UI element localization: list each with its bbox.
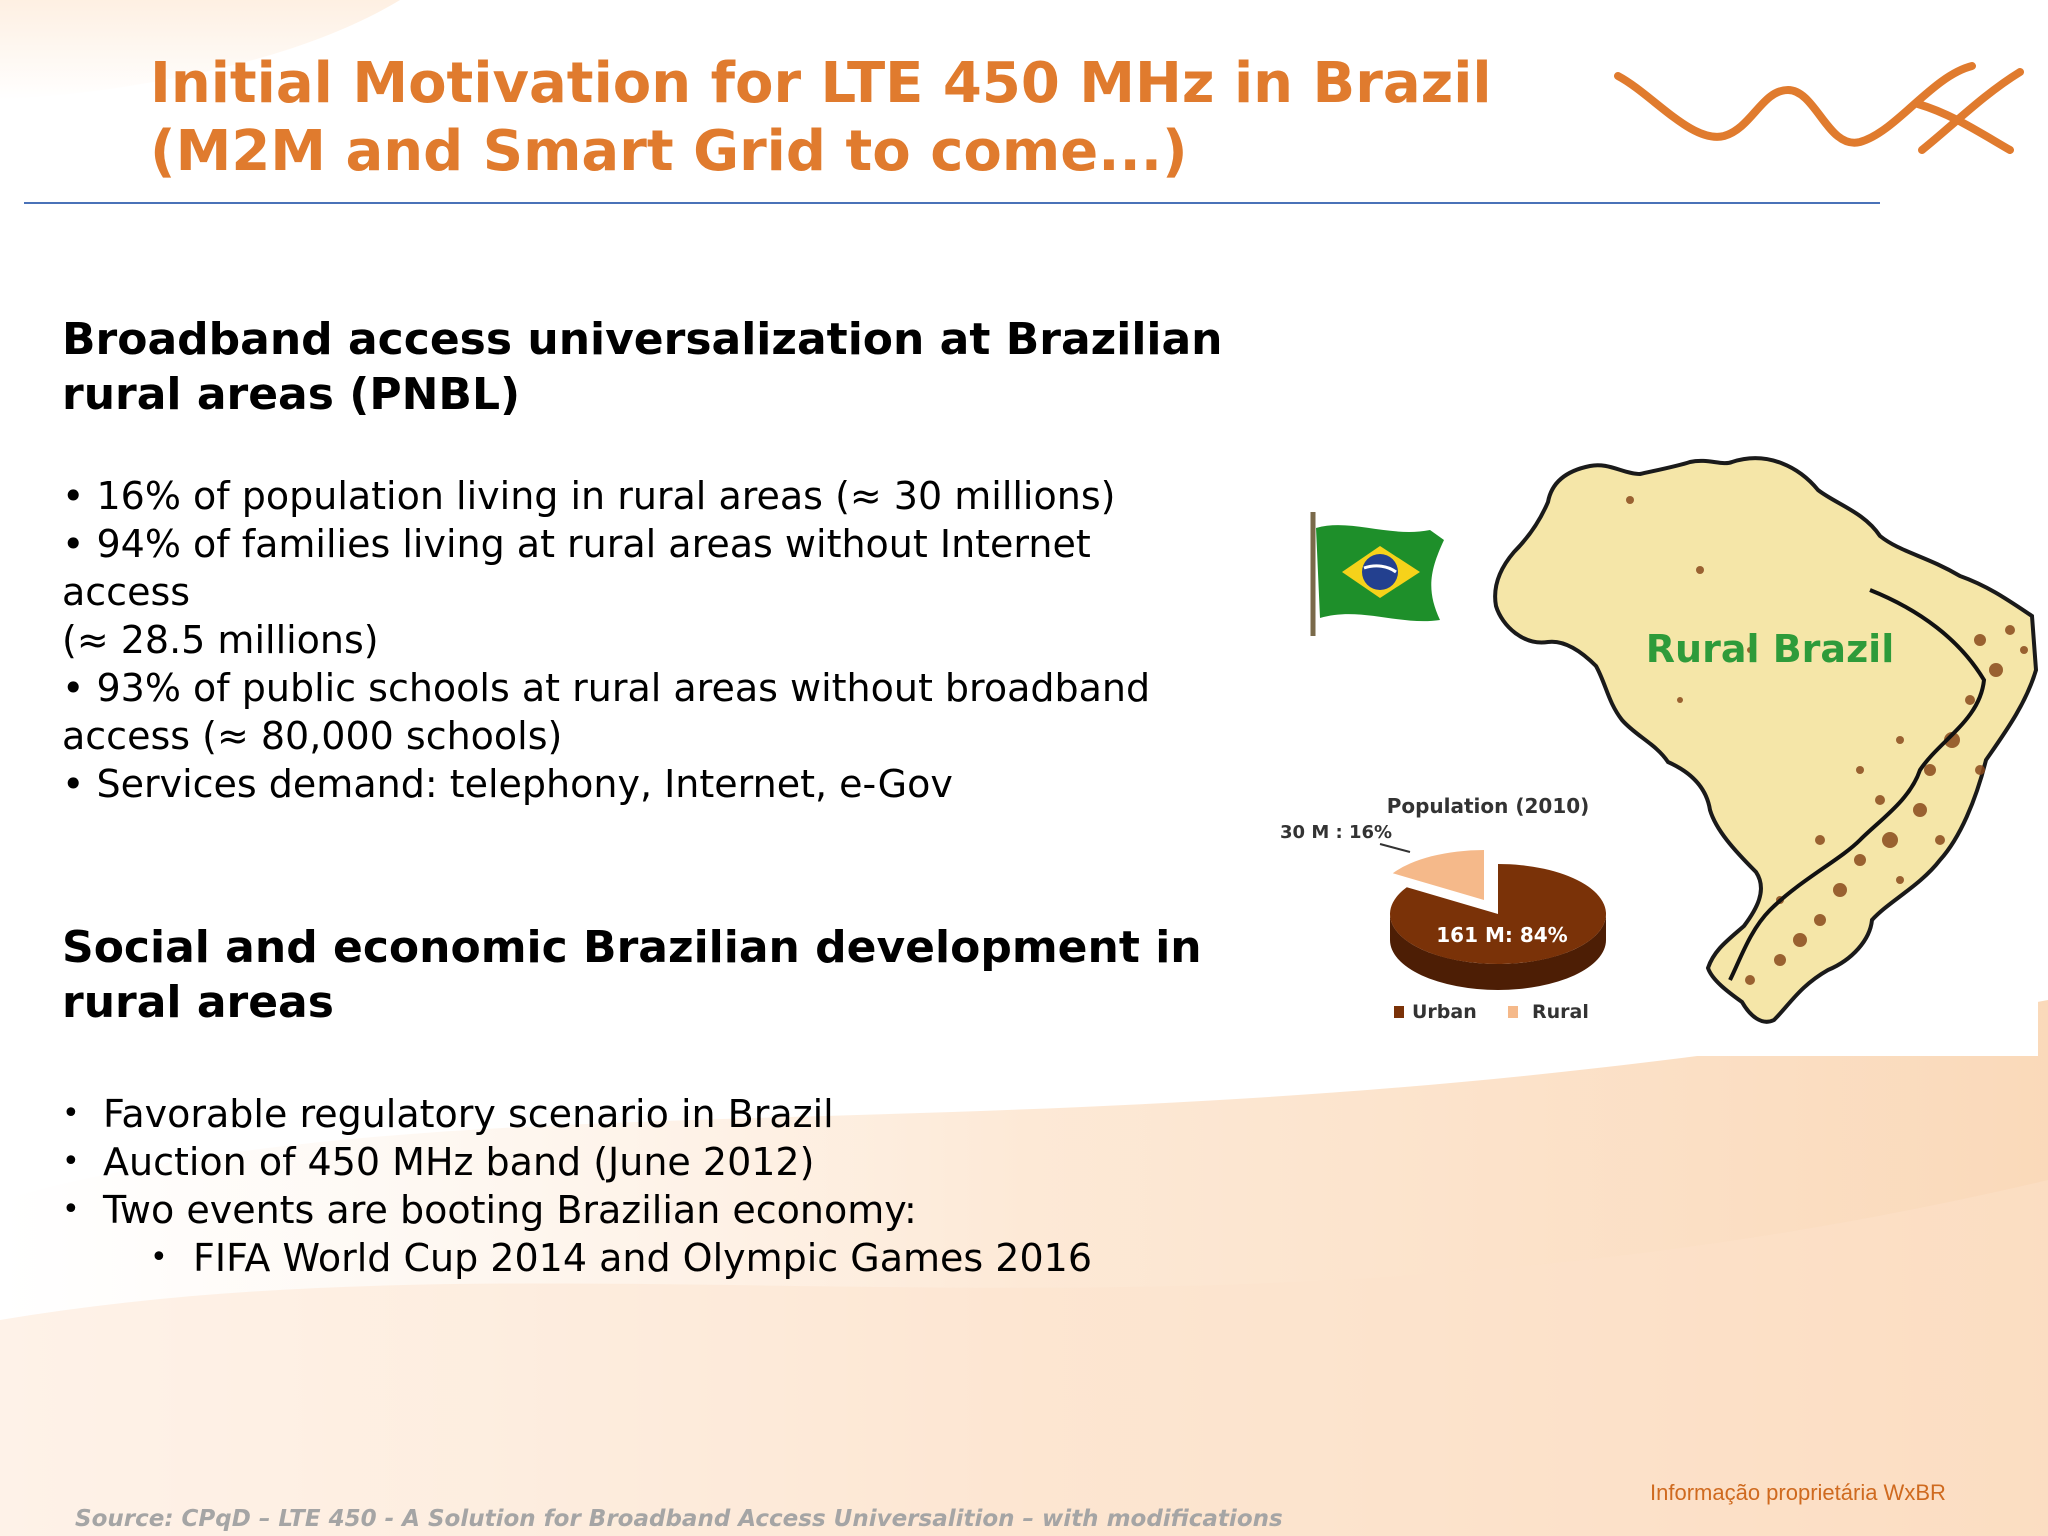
list-item: • Services demand: telephony, Internet, … <box>62 760 1262 808</box>
bullet-line: • Services demand: telephony, Internet, … <box>62 762 953 806</box>
rural-brazil-figure-canvas: Rural Brazil Population (2010) 30 M : 16… <box>1280 456 2038 1024</box>
list-item: • Two events are booting Brazilian econom… <box>62 1186 1262 1234</box>
section1-heading: Broadband access universalization at Bra… <box>62 312 1262 422</box>
section2-bullet-list: • Favorable regulatory scenario in Brazil… <box>62 1090 1262 1282</box>
brazil-map-icon <box>1493 456 2038 1024</box>
pie-rural-callout: 30 M : 16% <box>1280 822 1392 843</box>
footer-source: Source: CPqD – LTE 450 - A Solution for … <box>75 1506 1283 1532</box>
map-label-rural-brazil: Rural Brazil <box>1646 627 1894 671</box>
section-broadband-access: Broadband access universalization at Bra… <box>62 312 1262 808</box>
footer-proprietary: Informação proprietária WxBR <box>1650 1480 1946 1505</box>
legend-urban-label: Urban <box>1412 1001 1477 1023</box>
section-social-economic: Social and economic Brazilian developmen… <box>62 920 1262 1282</box>
pie-slice-urban <box>1390 864 1606 964</box>
bullet-marker: • <box>62 1096 80 1131</box>
sub-list-item: • FIFA World Cup 2014 and Olympic Games 2… <box>62 1234 1262 1282</box>
bullet-line: (≈ 28.5 millions) <box>62 618 379 662</box>
bullet-line: • 94% of families living at rural areas … <box>62 522 1091 566</box>
title-divider-rule <box>24 202 1880 204</box>
section2-heading-line-1: Social and economic Brazilian developmen… <box>62 922 1202 973</box>
rural-brazil-figure: Rural Brazil Population (2010) 30 M : 16… <box>1280 440 2038 1056</box>
brazil-flag-icon <box>1310 512 1444 636</box>
bullet-marker: • <box>62 1144 80 1179</box>
legend-rural-swatch <box>1508 1006 1518 1018</box>
bullet-line: • 93% of public schools at rural areas w… <box>62 666 1151 710</box>
list-item: • 93% of public schools at rural areas w… <box>62 664 1262 760</box>
bullet-text: Two events are booting Brazilian economy… <box>103 1188 917 1232</box>
slide-title: Initial Motivation for LTE 450 MHz in Br… <box>150 50 1492 186</box>
list-item: • Auction of 450 MHz band (June 2012) <box>62 1138 1262 1186</box>
bullet-marker: • <box>150 1240 168 1275</box>
section2-heading: Social and economic Brazilian developmen… <box>62 920 1262 1030</box>
legend-rural-label: Rural <box>1532 1001 1589 1023</box>
bullet-line: • 16% of population living in rural area… <box>62 474 1116 518</box>
bullet-text: Auction of 450 MHz band (June 2012) <box>103 1140 815 1184</box>
pie-slice-rural <box>1392 850 1484 900</box>
section1-heading-line-1: Broadband access universalization at Bra… <box>62 314 1223 365</box>
bullet-line: access <box>62 570 191 614</box>
section2-heading-line-2: rural areas <box>62 977 334 1028</box>
bullet-marker: • <box>62 1192 80 1227</box>
bullet-line: access (≈ 80,000 schools) <box>62 714 563 758</box>
pie-title: Population (2010) <box>1387 794 1590 818</box>
wxbr-logo-icon <box>1614 62 2024 154</box>
list-item: • Favorable regulatory scenario in Brazil <box>62 1090 1262 1138</box>
list-item: • 94% of families living at rural areas … <box>62 520 1262 664</box>
bullet-text: FIFA World Cup 2014 and Olympic Games 20… <box>193 1236 1092 1280</box>
pie-slice-urban-side <box>1390 914 1606 990</box>
section1-heading-line-2: rural areas (PNBL) <box>62 369 521 420</box>
legend-urban-swatch <box>1394 1006 1404 1018</box>
section1-bullet-list: • 16% of population living in rural area… <box>62 472 1262 808</box>
pie-urban-label: 161 M: 84% <box>1436 923 1567 947</box>
bullet-text: Favorable regulatory scenario in Brazil <box>103 1092 834 1136</box>
slide-title-line-2: (M2M and Smart Grid to come...) <box>150 119 1188 184</box>
list-item: • 16% of population living in rural area… <box>62 472 1262 520</box>
slide-title-line-1: Initial Motivation for LTE 450 MHz in Br… <box>150 51 1492 116</box>
population-pie-chart <box>1390 850 1606 990</box>
